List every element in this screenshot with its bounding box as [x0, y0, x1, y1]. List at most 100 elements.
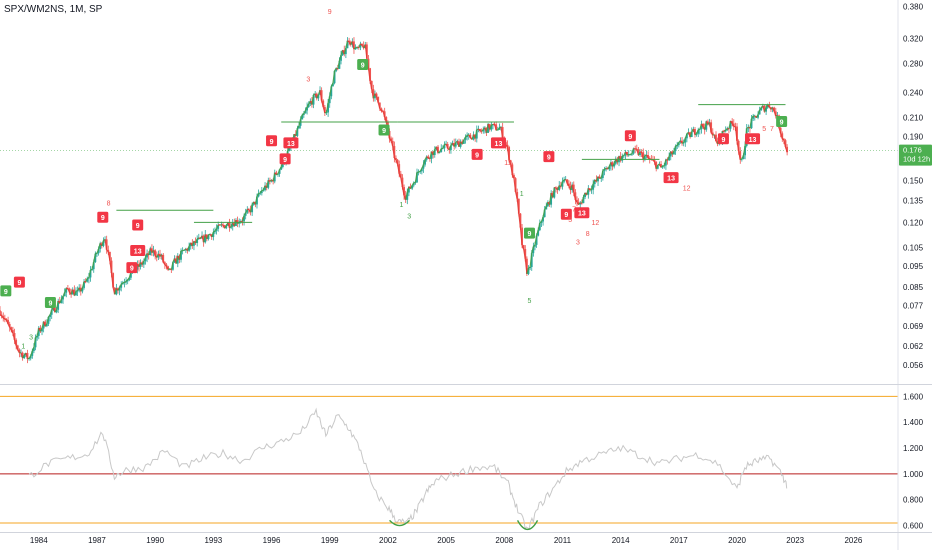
trend-line-segment: [371, 88, 374, 99]
trend-line-segment: [214, 228, 218, 232]
candle-body: [643, 155, 646, 160]
trend-line-segment: [195, 238, 198, 244]
candle-body: [162, 254, 165, 263]
trend-line-segment: [259, 190, 263, 194]
y-tick-label: 0.105: [903, 243, 924, 252]
buy-setup-marker: [523, 227, 535, 239]
candle-body: [370, 80, 373, 90]
candle-body: [31, 350, 34, 356]
candle-body: [403, 187, 405, 196]
x-tick-label: 2002: [379, 536, 397, 545]
candle-body: [534, 244, 536, 247]
candle-body: [760, 107, 763, 111]
x-tick-label: 1984: [30, 536, 48, 545]
oversold-highlight: [516, 520, 539, 531]
y-tick-label: 0.095: [903, 262, 924, 271]
trend-line-segment: [46, 316, 50, 325]
candle-body: [243, 215, 245, 222]
trend-line-segment: [338, 54, 342, 61]
trend-line-segment: [574, 199, 578, 203]
trend-line-segment: [526, 267, 530, 275]
trend-line-segment: [55, 300, 59, 310]
candle-body: [34, 337, 37, 348]
candle-body: [501, 127, 504, 140]
trend-line-segment: [384, 116, 387, 123]
trend-line-segment: [2, 317, 6, 320]
trend-line-segment: [143, 257, 147, 262]
osc-y-tick-label: 1.600: [903, 392, 924, 401]
trend-line-segment: [62, 292, 66, 297]
trend-line-segment: [73, 291, 77, 296]
y-tick-label: 0.085: [903, 283, 924, 292]
trend-line-segment: [395, 159, 399, 165]
trend-line-segment: [490, 123, 494, 126]
trend-line-segment: [28, 355, 32, 359]
trend-line-segment: [751, 115, 754, 120]
candle-body: [218, 224, 221, 226]
trend-line-segment: [587, 187, 591, 191]
trend-line-segment: [600, 170, 604, 179]
trend-line-segment: [639, 151, 642, 153]
sell-setup-marker: [490, 137, 506, 149]
trend-line-segment: [676, 142, 680, 146]
symbol-title: SPX/WM2NS, 1M, SP: [4, 4, 103, 15]
trend-line-segment: [85, 278, 88, 282]
trend-line-segment: [119, 284, 122, 288]
trend-line-segment: [406, 186, 410, 193]
candle-body: [395, 157, 397, 160]
trend-line-segment: [191, 241, 195, 247]
candle-body: [188, 246, 191, 251]
candle-body: [774, 111, 777, 117]
candle-body: [424, 159, 426, 165]
candle-body: [576, 199, 578, 203]
candle-body: [637, 149, 640, 156]
candle-body: [21, 352, 24, 359]
trend-line-segment: [59, 299, 62, 304]
candle-body: [674, 146, 677, 152]
trend-line-segment: [476, 128, 479, 131]
candle-body: [464, 137, 467, 140]
trend-line-segment: [5, 319, 9, 325]
candle-body: [422, 164, 425, 169]
candle-body: [770, 107, 772, 110]
candle-body: [60, 299, 63, 303]
candle-body: [296, 128, 299, 136]
setup-count-label: 9: [4, 289, 8, 296]
osc-y-tick-label: 0.600: [903, 522, 924, 531]
candle-body: [420, 168, 423, 172]
trend-line-segment: [127, 277, 130, 281]
candle-body: [275, 172, 278, 175]
trend-line-segment: [448, 145, 452, 151]
trend-line-segment: [48, 314, 51, 318]
candle-body: [416, 172, 418, 183]
candle-body: [408, 186, 410, 193]
trend-line-segment: [516, 198, 520, 214]
candle-body: [344, 48, 347, 55]
trend-line-segment: [316, 94, 319, 99]
candle-body: [322, 100, 325, 107]
trend-line-segment: [437, 151, 440, 154]
candle-body: [217, 224, 220, 229]
candle-body: [327, 103, 330, 113]
trend-line-segment: [25, 352, 29, 359]
candle-body: [433, 149, 436, 155]
candle-body: [23, 355, 26, 359]
candle-body: [542, 217, 544, 222]
candle-body: [365, 44, 368, 59]
candle-body: [547, 202, 549, 207]
candle-body: [766, 104, 769, 108]
candle-body: [97, 248, 100, 254]
candle-body: [744, 145, 747, 156]
trend-line-segment: [466, 134, 469, 137]
bar-countdown: 10d 12h: [903, 155, 930, 164]
trend-line-segment: [710, 132, 714, 136]
candle-body: [694, 129, 696, 135]
trend-line-segment: [110, 273, 114, 288]
candle-body: [561, 181, 564, 187]
trend-line-segment: [658, 163, 662, 168]
trend-line-segment: [301, 113, 305, 116]
trend-line-segment: [106, 249, 109, 253]
candle-body: [458, 141, 460, 147]
setup-count-label: 7: [770, 126, 774, 133]
x-tick-label: 2023: [786, 536, 804, 545]
